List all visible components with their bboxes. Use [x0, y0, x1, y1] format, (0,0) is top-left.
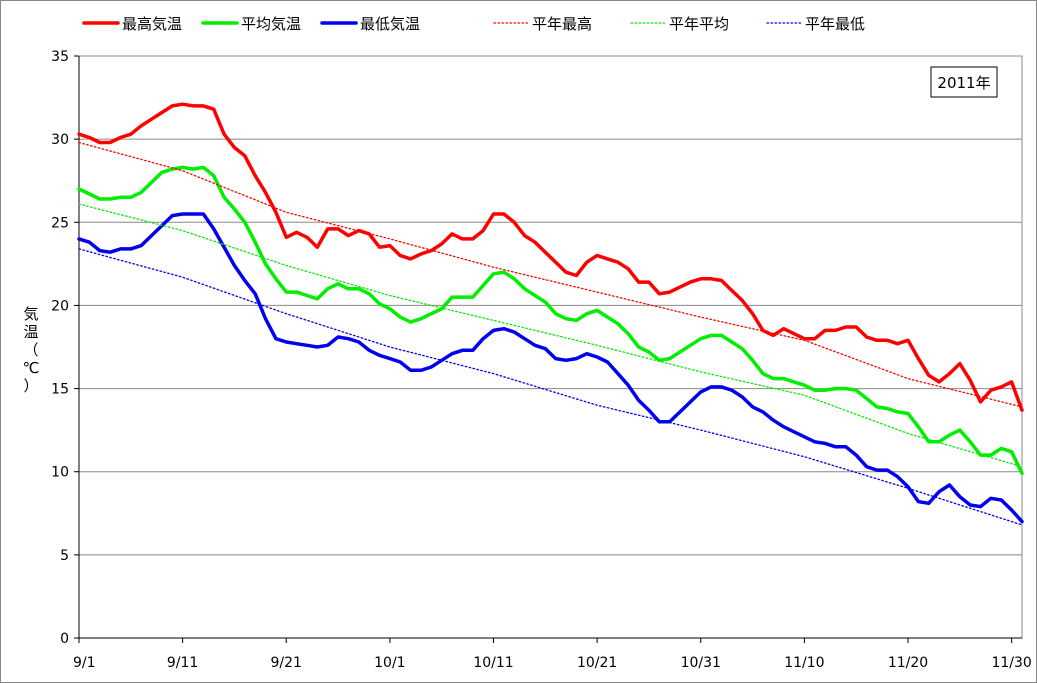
- legend-label: 平年平均: [669, 15, 729, 33]
- tick-label-x: 11/30: [991, 655, 1031, 671]
- y-axis-label: 気温（℃）: [23, 305, 40, 395]
- y-axis-label-char: ℃: [23, 359, 40, 377]
- tick-label-x: 9/1: [73, 655, 96, 671]
- y-axis-label-char: （: [23, 341, 38, 359]
- tick-label-x: 10/11: [473, 655, 513, 671]
- legend-label: 最低気温: [360, 15, 420, 33]
- tick-label-x: 10/31: [681, 655, 721, 671]
- series-line: [77, 165, 1024, 476]
- legend-label: 平年最低: [805, 15, 865, 33]
- series-line: [78, 248, 1023, 526]
- tick-label-y: 35: [51, 49, 69, 65]
- tick-label-x: 11/10: [784, 655, 824, 671]
- tick-label-y: 15: [51, 382, 69, 398]
- tick-label-x: 10/21: [577, 655, 617, 671]
- year-badge-box: [930, 66, 998, 98]
- legend-label: 平均気温: [241, 15, 301, 33]
- tick-label-y: 5: [60, 548, 69, 564]
- tick-label-y: 0: [60, 631, 69, 647]
- tick-label-x: 9/11: [167, 655, 198, 671]
- series-line: [77, 102, 1024, 412]
- legend-label: 平年最高: [532, 15, 592, 33]
- axes: 0 5 10 15 20 25 30 35 9/1 9/11 9/21 10/1 10/11 10/21 1…: [51, 49, 1032, 671]
- legend: 最高気温 平均気温 最低気温 平年最高 平年平均 平年最低: [82, 15, 865, 33]
- tick-label-y: 25: [51, 215, 69, 231]
- tick-label-x: 9/21: [271, 655, 302, 671]
- series-line: [78, 141, 1023, 408]
- y-axis-label-char: 気: [23, 305, 38, 323]
- series-line: [78, 203, 1023, 468]
- grid-lines: [79, 55, 1022, 639]
- legend-label: 最高気温: [122, 15, 182, 33]
- y-axis-label-char: 温: [23, 323, 38, 341]
- plot-area-frame: [78, 55, 1023, 639]
- series-line: [77, 212, 1024, 524]
- tick-label-y: 30: [51, 132, 69, 148]
- tick-label-y: 20: [51, 298, 69, 314]
- year-badge: 2011年: [930, 66, 998, 98]
- y-axis-label-char: ）: [23, 377, 38, 395]
- tick-label-y: 10: [51, 465, 69, 481]
- year-badge-text: 2011年: [937, 74, 990, 92]
- tick-label-x: 10/1: [374, 655, 405, 671]
- tick-label-x: 11/20: [888, 655, 928, 671]
- data-series: [77, 102, 1024, 526]
